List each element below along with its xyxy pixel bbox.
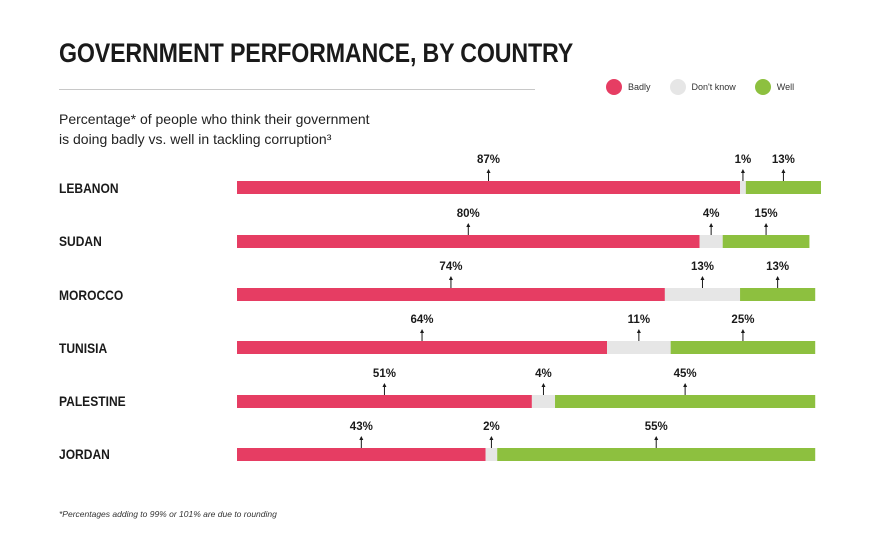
data-label-tunisia-well: 25%	[731, 314, 754, 326]
bar-sudan-badly	[237, 235, 700, 248]
data-label-tunisia-don-t-know: 11%	[628, 314, 650, 326]
country-label-jordan: JORDAN	[59, 446, 110, 462]
data-label-palestine-well: 45%	[674, 368, 697, 380]
leader-arrow-morocco-badly	[448, 276, 453, 280]
leader-arrow-sudan-well	[764, 223, 769, 227]
country-label-lebanon: LEBANON	[59, 180, 119, 196]
country-label-morocco: MOROCCO	[59, 287, 124, 303]
legend-label-badly: Badly	[628, 82, 651, 92]
data-label-lebanon-badly: 87%	[477, 154, 500, 166]
leader-arrow-palestine-don-t-know	[541, 383, 546, 387]
title-divider	[59, 89, 535, 90]
bar-lebanon-don-t-know	[740, 181, 746, 194]
leader-arrow-morocco-well	[775, 276, 780, 280]
data-label-morocco-well: 13%	[766, 261, 789, 273]
data-label-morocco-badly: 74%	[439, 261, 462, 273]
legend-item-dont-know: Don't know	[669, 79, 736, 95]
data-label-morocco-don-t-know: 13%	[691, 261, 714, 273]
data-label-sudan-well: 15%	[755, 208, 778, 220]
data-label-palestine-badly: 51%	[373, 368, 396, 380]
legend-label-dont-know: Don't know	[691, 82, 736, 92]
bar-jordan-badly	[237, 448, 486, 461]
leader-arrow-sudan-badly	[466, 223, 471, 227]
data-label-sudan-don-t-know: 4%	[703, 208, 720, 220]
country-label-tunisia: TUNISIA	[59, 340, 108, 356]
chart-title: GOVERNMENT PERFORMANCE, BY COUNTRY	[59, 38, 574, 68]
leader-arrow-lebanon-well	[781, 169, 786, 173]
legend-item-badly: Badly	[606, 79, 651, 95]
bar-tunisia-well	[670, 341, 816, 354]
bar-sudan-well	[722, 235, 810, 248]
chart-subtitle: Percentage* of people who think their go…	[59, 109, 370, 149]
data-label-sudan-badly: 80%	[457, 208, 480, 220]
bar-tunisia-badly	[237, 341, 608, 354]
bar-lebanon-badly	[237, 181, 741, 194]
legend-item-well: Well	[754, 79, 795, 95]
leader-arrow-tunisia-badly	[420, 329, 425, 333]
data-label-jordan-badly: 43%	[350, 421, 373, 433]
leader-arrow-palestine-badly	[382, 383, 387, 387]
leader-arrow-sudan-don-t-know	[709, 223, 714, 227]
bar-morocco-badly	[237, 288, 665, 301]
leader-arrow-palestine-well	[683, 383, 688, 387]
data-label-jordan-don-t-know: 2%	[483, 421, 500, 433]
legend-label-well: Well	[776, 82, 795, 92]
legend-swatch-well	[754, 79, 771, 95]
leader-arrow-jordan-well	[654, 436, 659, 440]
legend-swatch-dont-know	[669, 79, 686, 95]
data-label-lebanon-don-t-know: 1%	[735, 154, 752, 166]
bar-palestine-well	[555, 395, 816, 408]
legend-swatch-badly	[606, 79, 622, 95]
bar-lebanon-well	[745, 181, 821, 194]
leader-arrow-lebanon-badly	[486, 169, 491, 173]
bar-tunisia-don-t-know	[607, 341, 671, 354]
country-label-sudan: SUDAN	[59, 233, 102, 249]
data-label-tunisia-badly: 64%	[411, 314, 434, 326]
subtitle-line-2: is doing badly vs. well in tackling corr…	[59, 131, 332, 147]
leader-arrow-lebanon-don-t-know	[740, 169, 745, 173]
data-label-lebanon-well: 13%	[772, 154, 795, 166]
bar-jordan-well	[497, 448, 816, 461]
bar-morocco-well	[740, 288, 816, 301]
bar-palestine-badly	[237, 395, 532, 408]
country-label-palestine: PALESTINE	[59, 393, 126, 409]
data-label-jordan-well: 55%	[645, 421, 668, 433]
bar-palestine-don-t-know	[531, 395, 556, 408]
data-label-palestine-don-t-know: 4%	[535, 368, 552, 380]
legend: Badly Don't know Well	[606, 79, 813, 95]
subtitle-line-1: Percentage* of people who think their go…	[59, 111, 370, 127]
leader-arrow-tunisia-don-t-know	[636, 329, 641, 333]
leader-arrow-tunisia-well	[740, 329, 745, 333]
leader-arrow-morocco-don-t-know	[700, 276, 705, 280]
footnote: *Percentages adding to 99% or 101% are d…	[59, 509, 277, 519]
bar-sudan-don-t-know	[699, 235, 723, 248]
leader-arrow-jordan-badly	[359, 436, 364, 440]
bar-morocco-don-t-know	[664, 288, 741, 301]
bar-jordan-don-t-know	[485, 448, 498, 461]
leader-arrow-jordan-don-t-know	[489, 436, 494, 440]
